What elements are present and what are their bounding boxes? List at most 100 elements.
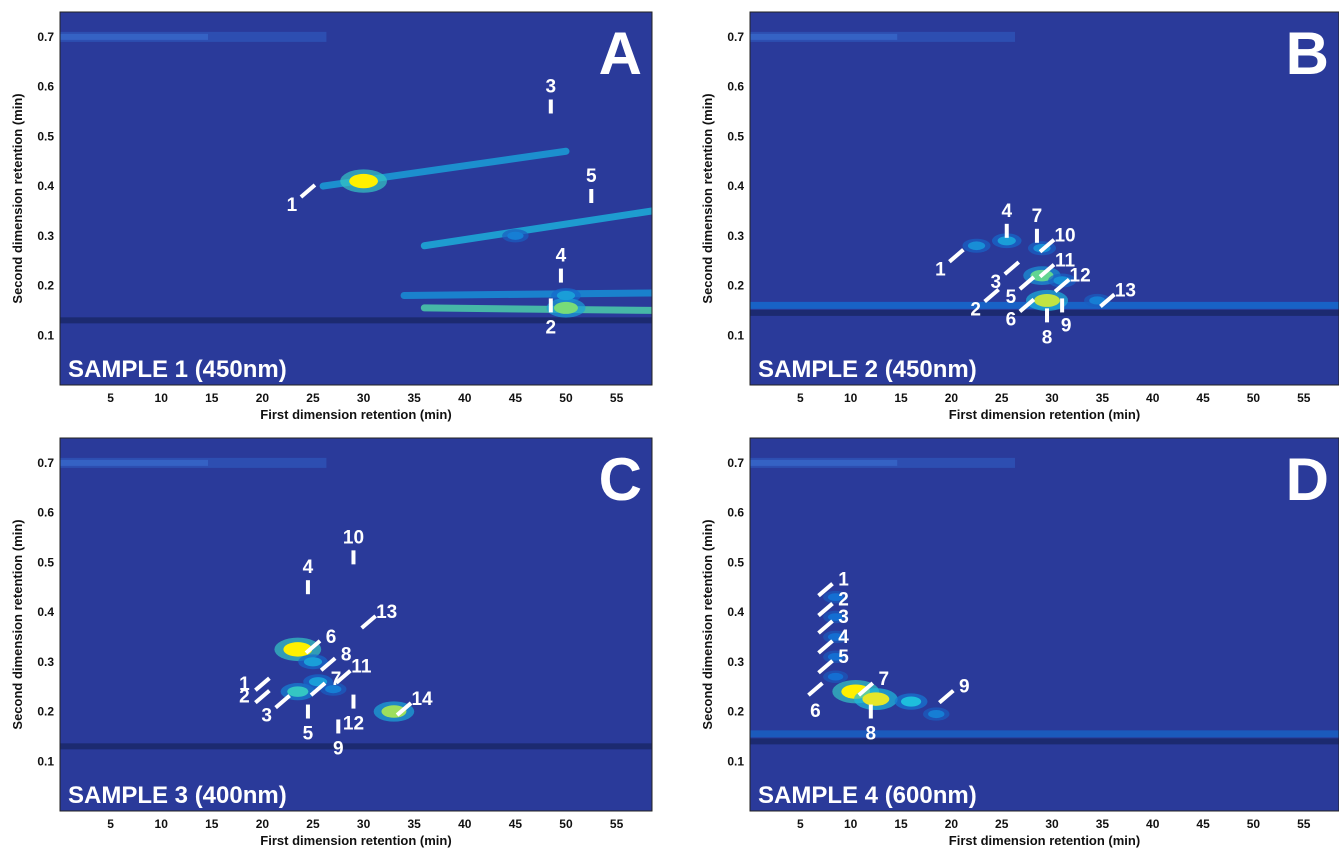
peak-marker [304,639,322,655]
peak-label: 4 [838,627,849,648]
x-tick-label: 15 [205,817,219,831]
peak-label: 3 [990,272,1001,293]
peak-label: 5 [838,647,849,668]
peak-marker [254,676,271,692]
peak-marker [254,689,271,705]
peak-marker [1053,278,1071,294]
x-axis-label: First dimension retention (min) [260,407,451,422]
peak-label: 3 [838,607,849,628]
peak [303,657,323,667]
peak [287,686,309,697]
peak-label: 8 [341,644,352,665]
peak-marker [817,639,834,655]
x-tick-label: 55 [1297,817,1311,831]
sample-label: SAMPLE 3 (400nm) [68,782,287,809]
plot-area-d [750,438,1339,811]
peak [827,593,844,601]
plot-area-a [60,12,652,385]
peak-marker [817,619,834,635]
top-band-core [60,33,208,40]
panel-letter: C [599,446,642,513]
peak-marker [299,183,317,199]
peak-marker [1038,238,1056,254]
x-tick-label: 25 [306,391,320,405]
x-tick-label: 55 [610,817,624,831]
streak [420,304,652,314]
y-tick-label: 0.6 [727,80,744,94]
peak-label: 1 [838,570,849,591]
plot-frame [59,437,653,812]
y-tick-label: 0.3 [37,229,54,243]
peak [827,633,844,641]
peak-label: 7 [878,669,889,690]
y-tick-label: 0.7 [37,456,54,470]
peak-marker [319,656,337,672]
peak-marker [335,669,352,685]
x-tick-label: 35 [408,391,422,405]
baseline-band [750,309,1339,316]
y-tick-label: 0.6 [37,80,54,94]
panel-letter: A [599,20,642,87]
baseline-band [60,317,652,324]
y-tick-label: 0.2 [37,705,54,719]
peak-label: 2 [239,687,250,708]
y-tick-label: 0.3 [727,655,744,669]
x-tick-label: 55 [1297,391,1311,405]
x-axis-label: First dimension retention (min) [949,833,1140,848]
peak [997,236,1016,246]
x-tick-label: 40 [458,391,472,405]
peak-label: 3 [261,706,272,727]
baseline-band [750,738,1339,745]
peak-label: 9 [959,677,970,698]
x-tick-label: 5 [107,817,114,831]
x-tick-label: 10 [844,391,858,405]
x-tick-label: 10 [155,391,169,405]
peak-marker [807,681,824,697]
sample-label: SAMPLE 2 (450nm) [758,356,977,383]
peak [827,613,844,621]
peak-label: 9 [333,738,344,759]
y-axis-label: Second dimension retention (min) [10,93,25,303]
y-tick-label: 0.7 [37,30,54,44]
peak-marker [1099,292,1116,308]
x-tick-label: 40 [1146,391,1160,405]
peak-label: 4 [556,246,567,267]
peak-marker [1018,275,1036,291]
peak-label: 8 [1042,327,1053,348]
x-tick-label: 20 [945,817,959,831]
peak [862,692,890,706]
x-tick-label: 15 [894,817,908,831]
y-tick-label: 0.7 [727,30,744,44]
peak-marker [1003,260,1021,276]
x-tick-label: 50 [559,817,573,831]
x-tick-label: 5 [797,391,804,405]
peak-marker [274,694,291,710]
plot-area-c [60,438,652,811]
peak-label: 13 [1115,280,1136,301]
y-tick-label: 0.6 [727,506,744,520]
peak-label: 8 [866,724,877,745]
x-tick-label: 45 [1196,817,1210,831]
y-tick-label: 0.5 [727,555,744,569]
peak-label: 10 [1054,226,1075,247]
x-tick-label: 30 [357,817,371,831]
peak-label: 10 [343,527,364,548]
y-tick-label: 0.1 [37,754,54,768]
peak-label: 2 [838,590,849,611]
streak [420,207,652,250]
y-tick-label: 0.1 [727,754,744,768]
plot-background [750,438,1339,811]
x-tick-label: 20 [945,391,959,405]
peak-label: 14 [411,689,433,710]
x-tick-label: 35 [1096,391,1110,405]
peak-label: 5 [586,166,597,187]
x-tick-label: 40 [1146,817,1160,831]
x-tick-label: 50 [1247,817,1261,831]
panel-letter: D [1286,446,1329,513]
peak-label: 1 [239,674,250,695]
x-axis-label: First dimension retention (min) [260,833,451,848]
peak [1089,296,1106,305]
peak-marker [857,681,875,697]
